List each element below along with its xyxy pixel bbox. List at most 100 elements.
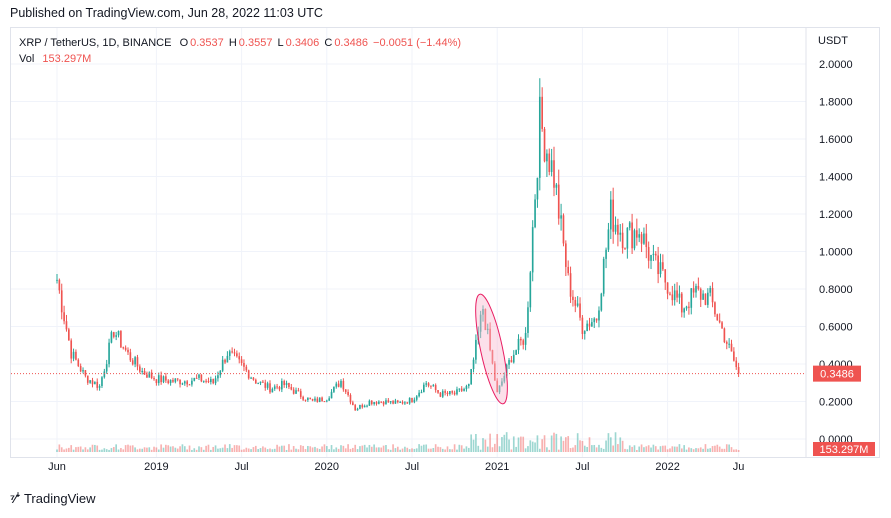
volume-bar: [583, 445, 586, 452]
price-chart[interactable]: USDT 2.0000 1.8000 1.6000 1.4000 1.2000 1.0000…: [0, 0, 891, 470]
volume-bar: [411, 448, 413, 452]
candle-body: [602, 258, 605, 294]
x-tick-label: Ju: [733, 461, 745, 470]
volume-bar: [250, 449, 252, 452]
candle-body: [238, 356, 241, 360]
volume-bar: [527, 446, 529, 452]
last-price-badge: [813, 365, 861, 382]
candle-body: [591, 322, 593, 327]
volume-bar: [638, 446, 641, 452]
candle-body: [276, 386, 278, 388]
volume-bar: [82, 449, 84, 452]
candle-body: [541, 96, 543, 129]
volume-bar: [304, 449, 307, 452]
axes: USDT 2.0000 1.8000 1.6000 1.4000 1.2000 1.0000…: [48, 28, 875, 470]
volume-bar: [297, 449, 300, 452]
volume-bar: [333, 449, 335, 452]
candle-body: [735, 360, 738, 368]
last-volume-label: 153.297M: [820, 444, 869, 456]
candle-body: [141, 370, 144, 372]
published-line: Published on TradingView.com, Jun 28, 20…: [10, 6, 323, 20]
candle-body: [501, 381, 503, 386]
candle-body: [657, 255, 659, 275]
candle-body: [692, 288, 695, 293]
volume-bar: [600, 447, 603, 452]
candle-body: [219, 370, 222, 376]
volume-bar: [217, 448, 219, 452]
candle-body: [157, 375, 160, 384]
candle-body: [127, 349, 129, 353]
volume-bar: [441, 448, 444, 452]
volume-bar: [636, 449, 638, 452]
volume-bar: [408, 449, 411, 452]
candle-body: [210, 379, 212, 383]
volume-bar: [714, 445, 716, 452]
candle-body: [557, 184, 560, 219]
candle-body: [456, 389, 458, 395]
candle-body: [212, 379, 215, 384]
volume-bar: [68, 447, 70, 452]
volume-bar: [247, 448, 250, 452]
volume-bar: [617, 444, 619, 452]
volume-bar: [396, 446, 399, 452]
candle-body: [512, 354, 515, 363]
volume-bar: [91, 444, 94, 452]
candle-body: [86, 375, 89, 383]
candle-body: [562, 215, 565, 244]
volume-bar: [418, 444, 420, 452]
candle-body: [638, 234, 641, 238]
candle-body: [214, 378, 217, 384]
volume-bar: [245, 447, 248, 452]
volume-bar: [725, 444, 728, 452]
volume-bar: [475, 433, 477, 452]
candle-body: [200, 374, 203, 382]
volume-bar: [645, 446, 648, 452]
candle-body: [176, 378, 179, 380]
candle-body: [318, 397, 321, 402]
candle-body: [262, 381, 264, 383]
candle-body: [593, 318, 596, 323]
candle-body: [60, 290, 63, 313]
candle-body: [148, 372, 151, 378]
volume-bar: [323, 444, 326, 452]
open-label: O: [179, 37, 189, 49]
candle-body: [366, 405, 368, 407]
candle-body: [527, 307, 529, 333]
volume-bar: [361, 445, 364, 452]
volume-bar: [579, 440, 581, 452]
volume-bar: [423, 444, 425, 452]
candle-body: [716, 314, 719, 321]
volume-bar: [595, 447, 598, 452]
volume-bar: [257, 449, 259, 452]
candle-body: [193, 377, 196, 381]
candle-body: [624, 248, 626, 250]
candle-body: [711, 287, 714, 303]
candle-body: [316, 398, 319, 402]
candle-body: [56, 279, 58, 281]
volume-bar: [262, 446, 264, 452]
volume-bar: [385, 445, 387, 452]
candle-body: [619, 232, 622, 235]
ohlc-row: XRP / TetherUS, 1D, BINANCE O 0.3537 H 0.3…: [19, 35, 463, 51]
volume-bar: [387, 449, 390, 452]
volume-bar: [228, 444, 231, 452]
candle-body: [418, 392, 420, 397]
volume-bar: [179, 446, 181, 452]
volume-bar: [84, 447, 87, 452]
candle-body: [709, 287, 712, 293]
candle-body: [586, 323, 588, 332]
candle-body: [484, 309, 487, 331]
candle-body: [588, 323, 591, 327]
candle-body: [531, 227, 534, 273]
volume-bar: [671, 446, 674, 452]
candle-body: [465, 386, 468, 390]
candle-body: [167, 380, 170, 384]
volume-bar: [678, 444, 681, 452]
volume-bar: [536, 435, 539, 452]
volume-bar: [143, 447, 146, 452]
volume-bar: [721, 448, 723, 452]
candle-body: [683, 308, 685, 313]
footer[interactable]: ⁷⁄ꜜ TradingView: [10, 491, 96, 506]
y-tick-label: 0.6000: [819, 322, 853, 334]
candle-body: [690, 288, 693, 308]
